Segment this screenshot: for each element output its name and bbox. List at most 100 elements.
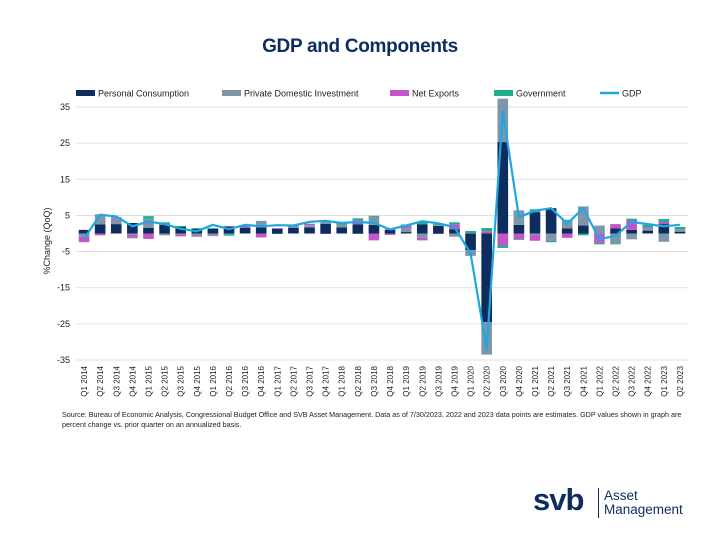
bar-segment	[481, 231, 492, 234]
x-tick-label: Q1 2022	[595, 365, 604, 396]
bar-segment	[642, 228, 654, 231]
bar-segment	[626, 229, 637, 234]
x-tick-label: Q3 2022	[628, 365, 637, 396]
bar-segment	[352, 218, 364, 221]
bar-segment	[191, 236, 203, 237]
bar-segment	[513, 224, 525, 234]
bar-segment	[159, 224, 170, 234]
bar-segment	[658, 233, 670, 242]
bar-segment	[578, 233, 589, 236]
legend-label: Net Exports	[412, 89, 460, 99]
legend: Personal Consumption Private Domestic Inv…	[76, 89, 642, 99]
bar-segment	[674, 231, 686, 234]
x-tick-label: Q1 2021	[531, 365, 540, 396]
bar-segment	[78, 236, 90, 243]
bar-segment	[255, 220, 267, 222]
bar-segment	[272, 228, 283, 234]
bar-segment	[352, 224, 364, 234]
x-tick-label: Q2 2014	[96, 365, 105, 396]
bar-segment	[143, 227, 154, 234]
bar-segment	[416, 224, 428, 234]
x-tick-label: Q1 2017	[273, 365, 282, 396]
x-tick-label: Q4 2014	[128, 365, 137, 396]
bar-segment	[449, 233, 460, 237]
bar-segment	[416, 237, 428, 241]
x-tick-label: Q2 2018	[354, 365, 363, 396]
bar-segment	[239, 226, 251, 228]
bar-segment	[481, 228, 492, 232]
x-tick-label: Q1 2018	[338, 365, 347, 396]
bar-segment	[449, 222, 460, 225]
x-tick-label: Q3 2015	[177, 365, 186, 396]
bar-segment	[658, 224, 670, 234]
bar-segment	[110, 218, 122, 220]
bar-segment	[626, 220, 637, 230]
legend-label: Personal Consumption	[98, 89, 189, 99]
x-tick-label: Q4 2017	[322, 365, 331, 396]
bar-segment	[594, 242, 605, 245]
bar-segment	[368, 216, 380, 225]
y-tick-label: -5	[62, 247, 70, 257]
bar-segment	[642, 227, 654, 229]
bar-segment	[497, 142, 509, 234]
bar-segment	[207, 228, 219, 234]
bar-segment	[110, 217, 122, 219]
logo-line-management: Management	[604, 502, 683, 517]
logo-wordmark: svb	[533, 482, 584, 517]
bar-segment	[384, 233, 396, 235]
bar-segment	[159, 233, 170, 236]
bar-segment	[433, 225, 444, 234]
bar-segment	[368, 215, 380, 217]
bar-segment	[191, 233, 203, 237]
bar-segment	[320, 221, 331, 224]
bar-segment	[578, 225, 589, 234]
bar-segment	[658, 219, 670, 222]
y-tick-label: -25	[57, 319, 70, 329]
bar-segment	[529, 234, 541, 241]
bar-segment	[400, 226, 412, 229]
bar-segment	[255, 233, 267, 238]
bar-segment	[255, 227, 267, 234]
x-tick-label: Q3 2018	[370, 365, 379, 396]
x-tick-label: Q2 2021	[547, 365, 556, 396]
bar-segment	[513, 233, 525, 240]
bar-segment	[674, 226, 686, 230]
bar-segment	[207, 228, 219, 229]
x-tick-label: Q3 2021	[563, 365, 572, 396]
bar-segment	[433, 233, 444, 234]
chart-title: GDP and Components	[262, 36, 458, 57]
bar-segment	[433, 224, 444, 226]
bar-segment	[449, 229, 460, 234]
x-tick-label: Q1 2023	[660, 365, 669, 396]
bar-segment	[288, 227, 299, 234]
bar-segment	[416, 233, 428, 238]
bar-segment	[127, 237, 138, 239]
legend-label: Government	[516, 89, 566, 99]
bar-segment	[416, 221, 428, 225]
bar-segment	[272, 233, 283, 234]
x-tick-label: Q1 2015	[144, 365, 153, 396]
bar-segment	[175, 233, 186, 235]
bar-segment	[223, 233, 235, 235]
x-tick-label: Q4 2020	[515, 365, 524, 396]
bar-segment	[143, 218, 154, 228]
y-tick-label: 35	[60, 102, 70, 112]
bar-segment	[626, 218, 637, 221]
bar-segment	[594, 225, 605, 234]
x-tick-label: Q4 2021	[579, 365, 588, 396]
bar-segment	[400, 228, 412, 233]
x-tick-label: Q2 2015	[161, 365, 170, 396]
bar-segment	[642, 224, 654, 228]
bar-segment	[610, 228, 621, 234]
gdp-line-series	[83, 110, 681, 351]
x-axis: Q1 2014 Q2 2014 Q3 2014 Q4 2014 Q1 2015 Q2 20…	[80, 365, 685, 396]
x-tick-label: Q3 2019	[434, 365, 443, 396]
bar-segment	[78, 229, 90, 234]
bar-segment	[336, 224, 348, 228]
x-tick-label: Q4 2018	[386, 365, 395, 396]
bar-segment	[223, 234, 235, 236]
y-tick-label: 5	[65, 210, 70, 220]
bar-segment	[368, 224, 380, 234]
y-axis-label: %Change (QoQ)	[42, 207, 52, 274]
bar-segment	[143, 216, 154, 219]
